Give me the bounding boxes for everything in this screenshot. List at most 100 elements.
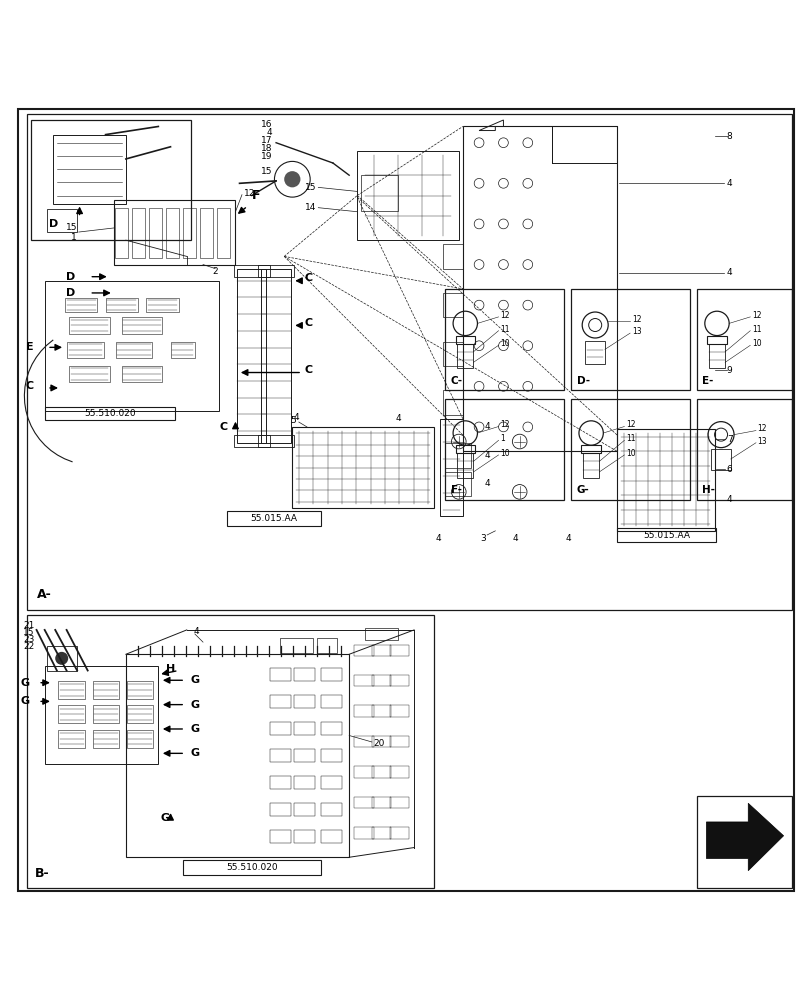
Bar: [354, 736, 373, 747]
Bar: [570, 289, 689, 390]
Bar: [444, 443, 470, 468]
Bar: [444, 472, 470, 496]
Bar: [442, 390, 462, 415]
Bar: [280, 638, 312, 653]
Bar: [294, 668, 315, 681]
Circle shape: [284, 171, 300, 187]
Bar: [269, 803, 290, 816]
Bar: [65, 298, 97, 312]
Text: C: C: [304, 273, 312, 283]
Bar: [457, 344, 473, 368]
Bar: [67, 342, 104, 358]
Text: 12: 12: [757, 424, 766, 433]
Bar: [354, 827, 373, 839]
Text: 6: 6: [726, 465, 732, 474]
Text: 55.015.AA: 55.015.AA: [250, 514, 297, 523]
Bar: [582, 453, 599, 478]
Bar: [69, 317, 109, 334]
Bar: [371, 766, 391, 778]
Bar: [389, 675, 409, 686]
Text: C-: C-: [450, 376, 462, 386]
Text: 4: 4: [436, 534, 440, 543]
Bar: [389, 736, 409, 747]
Text: D: D: [67, 272, 75, 282]
Text: D-: D-: [576, 376, 589, 386]
Text: 7: 7: [726, 435, 732, 444]
Text: G: G: [191, 748, 200, 758]
Bar: [320, 722, 341, 735]
Text: C: C: [26, 381, 34, 391]
Bar: [127, 730, 153, 748]
Bar: [294, 776, 315, 789]
Bar: [114, 200, 235, 265]
Bar: [258, 435, 294, 447]
Text: 1: 1: [500, 434, 504, 443]
Bar: [294, 830, 315, 843]
Bar: [27, 615, 434, 888]
Text: C: C: [304, 318, 312, 328]
Bar: [92, 705, 119, 723]
Bar: [269, 722, 290, 735]
Bar: [47, 646, 77, 671]
Bar: [47, 209, 77, 232]
Text: 13: 13: [757, 437, 766, 446]
Text: 21: 21: [24, 621, 35, 630]
Bar: [105, 298, 138, 312]
Bar: [127, 681, 153, 699]
Text: 10: 10: [751, 339, 761, 348]
Bar: [710, 449, 730, 470]
Text: E-: E-: [702, 376, 713, 386]
Text: 11: 11: [625, 434, 635, 443]
Bar: [269, 776, 290, 789]
Bar: [444, 398, 564, 500]
Bar: [316, 638, 337, 653]
Bar: [234, 435, 269, 447]
Bar: [696, 398, 791, 500]
Bar: [58, 730, 85, 748]
Bar: [294, 722, 315, 735]
Bar: [551, 126, 616, 163]
Bar: [696, 796, 791, 888]
Bar: [320, 695, 341, 708]
Text: 16: 16: [260, 120, 272, 129]
Text: 4: 4: [726, 268, 732, 277]
Text: D: D: [49, 219, 58, 229]
Bar: [371, 705, 391, 717]
Bar: [45, 281, 219, 411]
Bar: [122, 317, 162, 334]
Text: 12: 12: [751, 311, 761, 320]
Bar: [269, 668, 290, 681]
Bar: [371, 675, 391, 686]
Text: 10: 10: [500, 449, 509, 458]
Text: 18: 18: [260, 144, 272, 153]
Bar: [389, 827, 409, 839]
Text: 4: 4: [726, 495, 732, 504]
Bar: [320, 668, 341, 681]
Bar: [182, 860, 320, 875]
Bar: [170, 342, 195, 358]
Text: 10: 10: [500, 339, 509, 348]
Bar: [354, 675, 373, 686]
Bar: [217, 208, 230, 258]
Bar: [389, 766, 409, 778]
Bar: [31, 120, 191, 240]
Text: 23: 23: [24, 635, 35, 644]
Text: 10: 10: [625, 449, 635, 458]
Text: 55.015.AA: 55.015.AA: [642, 531, 689, 540]
Bar: [269, 830, 290, 843]
Text: G: G: [191, 700, 200, 710]
Bar: [442, 293, 462, 317]
Text: G-: G-: [576, 485, 589, 495]
Bar: [127, 705, 153, 723]
Bar: [462, 126, 616, 451]
Text: D: D: [67, 288, 75, 298]
Text: G: G: [191, 724, 200, 734]
Text: 11: 11: [751, 325, 761, 334]
Text: 4: 4: [484, 451, 489, 460]
Bar: [708, 344, 724, 368]
Bar: [292, 427, 434, 508]
Text: 4: 4: [194, 627, 199, 636]
Text: H-: H-: [702, 485, 714, 495]
Bar: [585, 341, 604, 364]
Bar: [371, 736, 391, 747]
